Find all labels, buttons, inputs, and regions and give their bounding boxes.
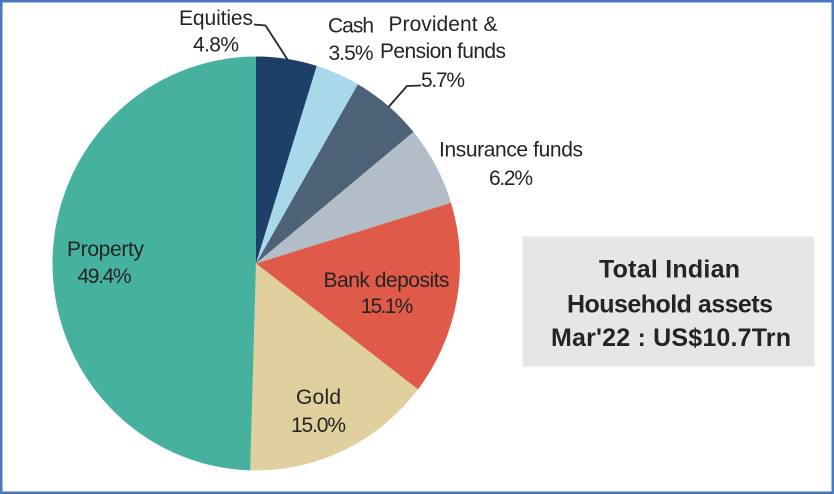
svg-text:Cash: Cash xyxy=(328,15,374,38)
svg-text:Equities: Equities xyxy=(179,7,253,30)
svg-text:3.5%: 3.5% xyxy=(329,42,374,65)
svg-text:49.4%: 49.4% xyxy=(78,265,132,288)
svg-text:15.0%: 15.0% xyxy=(291,414,346,437)
svg-text:Total Indian: Total Indian xyxy=(599,256,740,284)
svg-text:Mar'22 : US$10.7Trn: Mar'22 : US$10.7Trn xyxy=(551,324,791,352)
svg-text:Bank deposits: Bank deposits xyxy=(324,269,450,292)
svg-text:Provident &: Provident & xyxy=(389,13,498,36)
svg-text:Pension funds: Pension funds xyxy=(380,40,506,63)
svg-text:Property: Property xyxy=(67,238,145,261)
svg-text:15.1%: 15.1% xyxy=(361,295,414,318)
svg-text:4.8%: 4.8% xyxy=(193,34,239,57)
svg-text:5.7%: 5.7% xyxy=(421,69,465,92)
svg-text:Gold: Gold xyxy=(296,386,341,409)
svg-text:Household assets: Household assets xyxy=(567,291,773,319)
svg-text:Insurance funds: Insurance funds xyxy=(439,139,583,162)
svg-text:6.2%: 6.2% xyxy=(489,167,533,190)
